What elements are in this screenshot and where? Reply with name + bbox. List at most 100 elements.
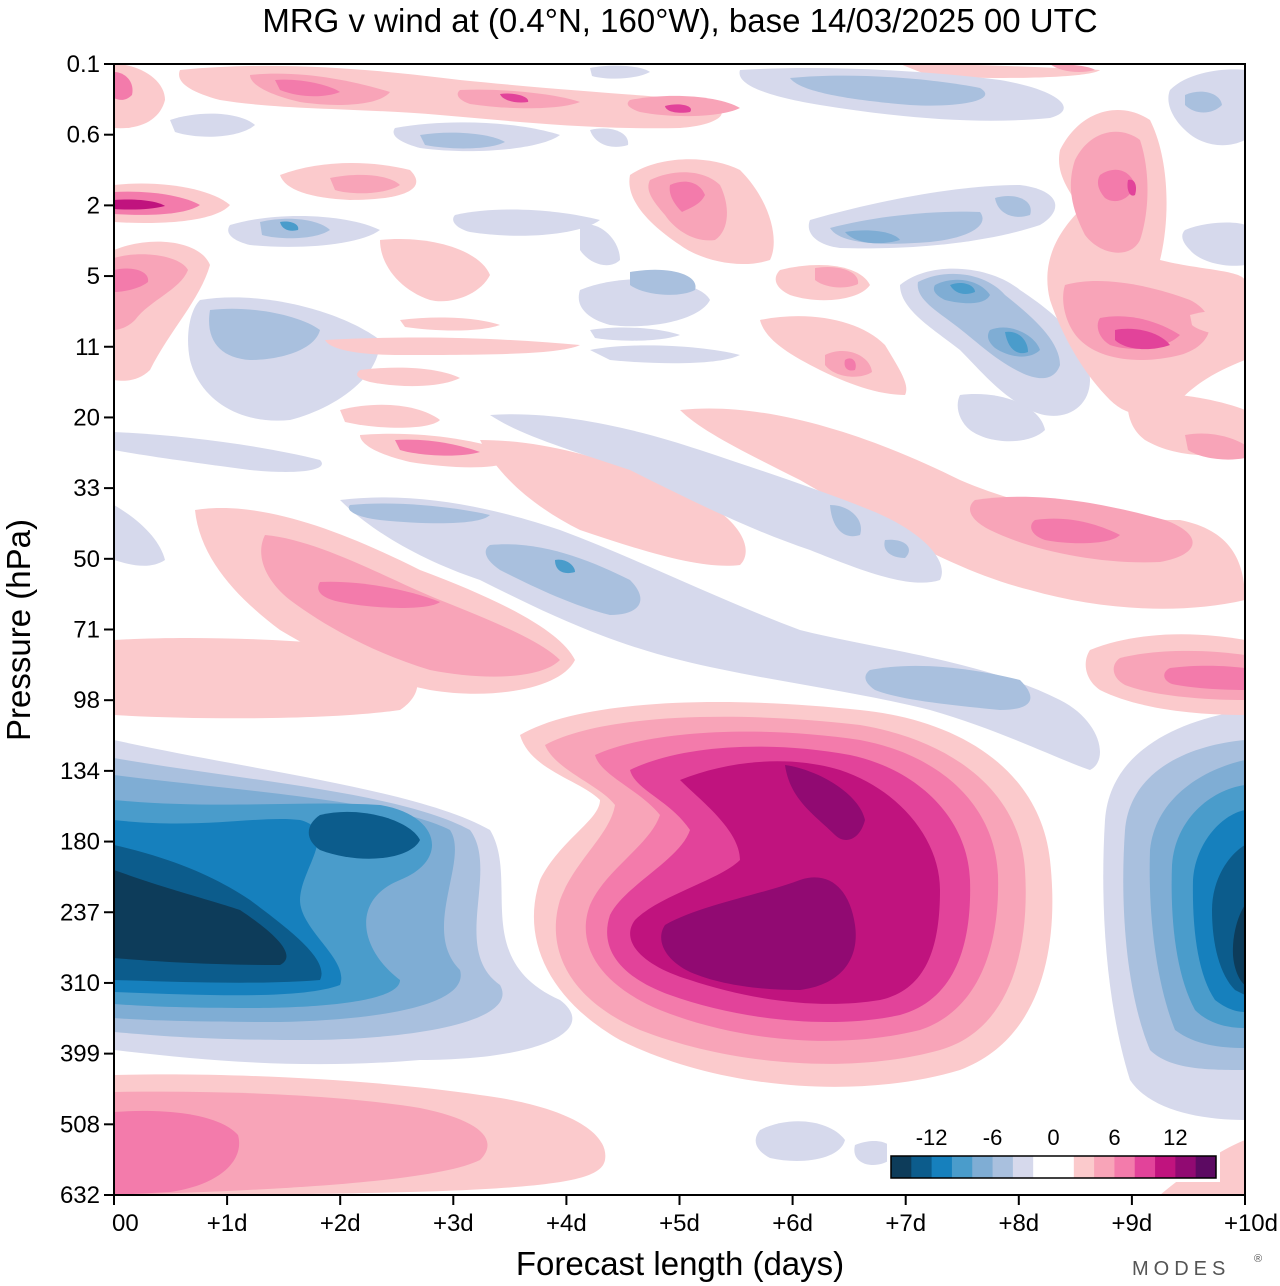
contour-neg-upper-10 xyxy=(590,327,680,341)
contour-neg-upper-11 xyxy=(590,345,740,364)
brand-logo: MODES xyxy=(1132,1258,1230,1280)
contour-pos-upper-15 xyxy=(395,439,480,456)
contour-pos-upper-16 xyxy=(380,239,490,302)
x-tick-label: +4d xyxy=(546,1210,587,1237)
colorbar-swatch xyxy=(1134,1156,1156,1178)
y-axis-label: Pressure (hPa) xyxy=(0,519,37,741)
contour-neg-upper-right-4 xyxy=(950,282,975,294)
colorbar-tick-label: 6 xyxy=(1108,1125,1120,1150)
contour-pos-center-7 xyxy=(785,765,865,840)
contour-pos-top-10 xyxy=(900,64,1100,78)
contour-pos-upper-right-4 xyxy=(1127,179,1137,196)
colorbar-tick-label: -12 xyxy=(916,1125,948,1150)
contour-neg-mid-2 xyxy=(485,544,641,615)
x-axis-label: Forecast length (days) xyxy=(516,1245,844,1282)
plot-area xyxy=(114,64,1245,1195)
contour-pos-upper-12 xyxy=(357,367,460,387)
y-tick-label: 71 xyxy=(73,617,100,644)
y-tick-label: 180 xyxy=(60,829,100,856)
contour-neg-left-7 xyxy=(114,870,287,965)
contour-neg-left-edge xyxy=(114,505,165,566)
colorbar-swatch xyxy=(972,1156,994,1178)
contour-pos-upper-left-2-4 xyxy=(330,174,400,194)
colorbar-swatch xyxy=(1033,1156,1054,1178)
contour-neg-upper-right-10 xyxy=(845,230,900,244)
x-tick-label: +2d xyxy=(320,1210,361,1237)
contour-neg-upper-left xyxy=(308,811,420,859)
y-tick-label: 310 xyxy=(60,970,100,997)
contour-neg-top-3 xyxy=(590,65,650,79)
contour-pos-mid-5 xyxy=(480,440,746,566)
y-tick-label: 50 xyxy=(73,546,100,573)
colorbar-swatch xyxy=(1114,1156,1136,1178)
colorbar-tick-label: -6 xyxy=(983,1125,1003,1150)
colorbar-swatch xyxy=(1012,1156,1034,1178)
contour-neg-upper-2 xyxy=(209,308,320,360)
contour-neg-bottom-2 xyxy=(854,1140,893,1165)
contour-neg-mid-3 xyxy=(865,665,1031,710)
chart-title: MRG v wind at (0.4°N, 160°W), base 14/03… xyxy=(262,2,1097,39)
colorbar-swatch xyxy=(1094,1156,1115,1178)
contour-pos-upper-right-7 xyxy=(1115,328,1170,350)
x-tick-label: +6d xyxy=(772,1210,813,1237)
contour-pos-upper-11 xyxy=(325,337,580,355)
x-tick-label: +10d xyxy=(1224,1210,1278,1237)
contour-pos-right-band-3 xyxy=(1031,518,1120,544)
contour-pos-upper-right-10 xyxy=(1190,310,1245,336)
colorbar-swatch xyxy=(1053,1156,1075,1178)
y-tick-label: 632 xyxy=(60,1182,100,1209)
colorbar-frame xyxy=(890,1155,1217,1179)
contour-pos-center-6 xyxy=(661,877,856,990)
contour-neg-upper-right-7 xyxy=(957,394,1045,442)
contour-pos-right-98-3 xyxy=(1164,665,1245,690)
contour-neg-upper-4 xyxy=(630,269,696,295)
contour-neg-upper-right-6 xyxy=(1005,331,1028,354)
colorbar-swatch xyxy=(891,1156,912,1178)
contour-neg-upper-right-11 xyxy=(995,195,1031,217)
contour-neg-right-7 xyxy=(1232,905,1245,985)
contour-neg-top-7 xyxy=(590,128,629,147)
colorbar-swatch xyxy=(1155,1156,1176,1178)
contour-pos-upper-13 xyxy=(340,404,440,428)
contour-neg-bottom xyxy=(755,1121,845,1161)
contour-pos-top-9 xyxy=(114,72,133,100)
y-axis: 0.1 0.6 2 5 11 20 33 50 71 98 134 180 237 310 399 508 63… xyxy=(60,51,114,1209)
y-tick-label: 98 xyxy=(73,687,100,714)
y-tick-label: 237 xyxy=(60,899,100,926)
contour-pos-top-7 xyxy=(665,104,691,113)
contour-neg-left-20 xyxy=(114,432,322,472)
contour-pos-upper-22 xyxy=(815,266,859,288)
colorbar-swatch xyxy=(911,1156,933,1178)
colorbar-swatch xyxy=(992,1156,1014,1178)
contour-neg-mid-6 xyxy=(490,414,942,583)
colorbar-tick-label: 12 xyxy=(1163,1125,1187,1150)
y-tick-label: 33 xyxy=(73,475,100,502)
contour-neg-upper-right-13 xyxy=(1185,91,1222,113)
contour-neg-mid-8 xyxy=(884,539,909,558)
colorbar: -12 -6 0 6 12 xyxy=(887,1122,1220,1182)
colorbar-swatch xyxy=(931,1156,953,1178)
contour-pos-upper-right-9 xyxy=(1185,433,1245,460)
y-tick-label: 11 xyxy=(75,334,100,361)
y-tick-label: 5 xyxy=(87,263,100,290)
y-tick-label: 0.6 xyxy=(67,122,100,149)
contour-neg-upper-9 xyxy=(453,209,600,236)
contour-pos-top-5 xyxy=(500,93,529,103)
colorbar-swatch xyxy=(951,1156,973,1178)
contour-neg-top-4 xyxy=(170,113,255,137)
x-tick-label: +3d xyxy=(433,1210,474,1237)
contour-neg-upper-right-14 xyxy=(1182,222,1245,266)
brand-mark: ® xyxy=(1254,1253,1262,1265)
contour-pos-upper-20 xyxy=(844,358,856,371)
contour-pos-mid-4 xyxy=(318,581,440,608)
x-tick-label: 00 xyxy=(112,1210,139,1237)
y-tick-label: 399 xyxy=(60,1041,100,1068)
x-tick-label: +7d xyxy=(885,1210,926,1237)
contour-neg-mid-4 xyxy=(348,503,490,524)
contour-neg-mid-7 xyxy=(830,505,861,537)
contour-pos-upper-right-3 xyxy=(1097,169,1135,202)
y-tick-label: 2 xyxy=(87,192,100,219)
colorbar-tick-label: 0 xyxy=(1047,1125,1059,1150)
colorbar-swatch xyxy=(1195,1156,1217,1178)
